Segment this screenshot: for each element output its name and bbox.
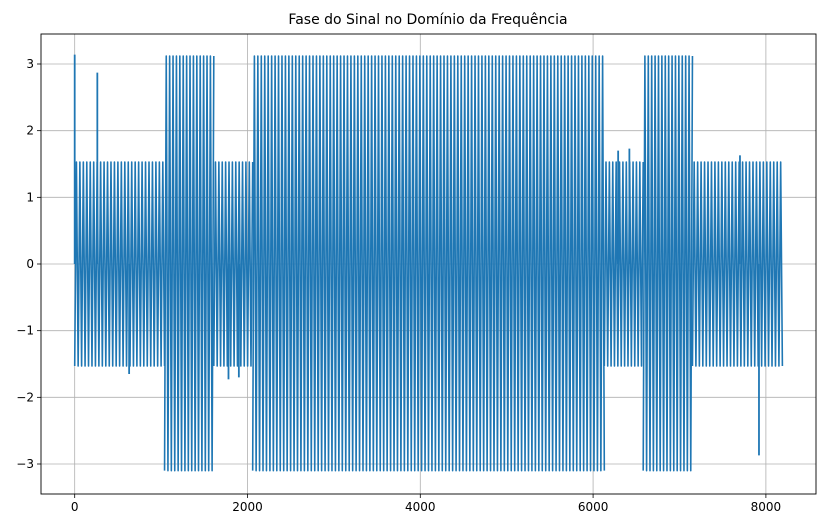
y-tick-label: −1	[16, 324, 34, 338]
series-line-segment	[251, 55, 606, 472]
series-line-segment	[642, 55, 694, 472]
y-axis-ticks: −3 −2 −1 0 1 2 3	[16, 57, 41, 471]
y-tick-label: 2	[26, 124, 34, 138]
series-line-layer	[73, 54, 784, 472]
x-tick-label: 8000	[751, 500, 782, 514]
series-line-segment	[603, 161, 644, 367]
y-tick-label: 3	[26, 57, 34, 71]
series-line-segment	[213, 161, 254, 367]
x-tick-label: 4000	[405, 500, 436, 514]
y-tick-label: −2	[16, 390, 34, 404]
x-tick-label: 0	[71, 500, 79, 514]
series-line-segment	[163, 55, 215, 472]
y-tick-label: −3	[16, 457, 34, 471]
y-tick-label: 0	[26, 257, 34, 271]
series-line-segment	[691, 161, 784, 367]
x-tick-label: 2000	[232, 500, 263, 514]
x-axis-ticks: 0 2000 4000 6000 8000	[71, 494, 781, 514]
x-tick-label: 6000	[578, 500, 609, 514]
y-tick-label: 1	[26, 190, 34, 204]
series-line-segment	[73, 161, 166, 367]
chart-title: Fase do Sinal no Domínio da Frequência	[288, 12, 567, 28]
